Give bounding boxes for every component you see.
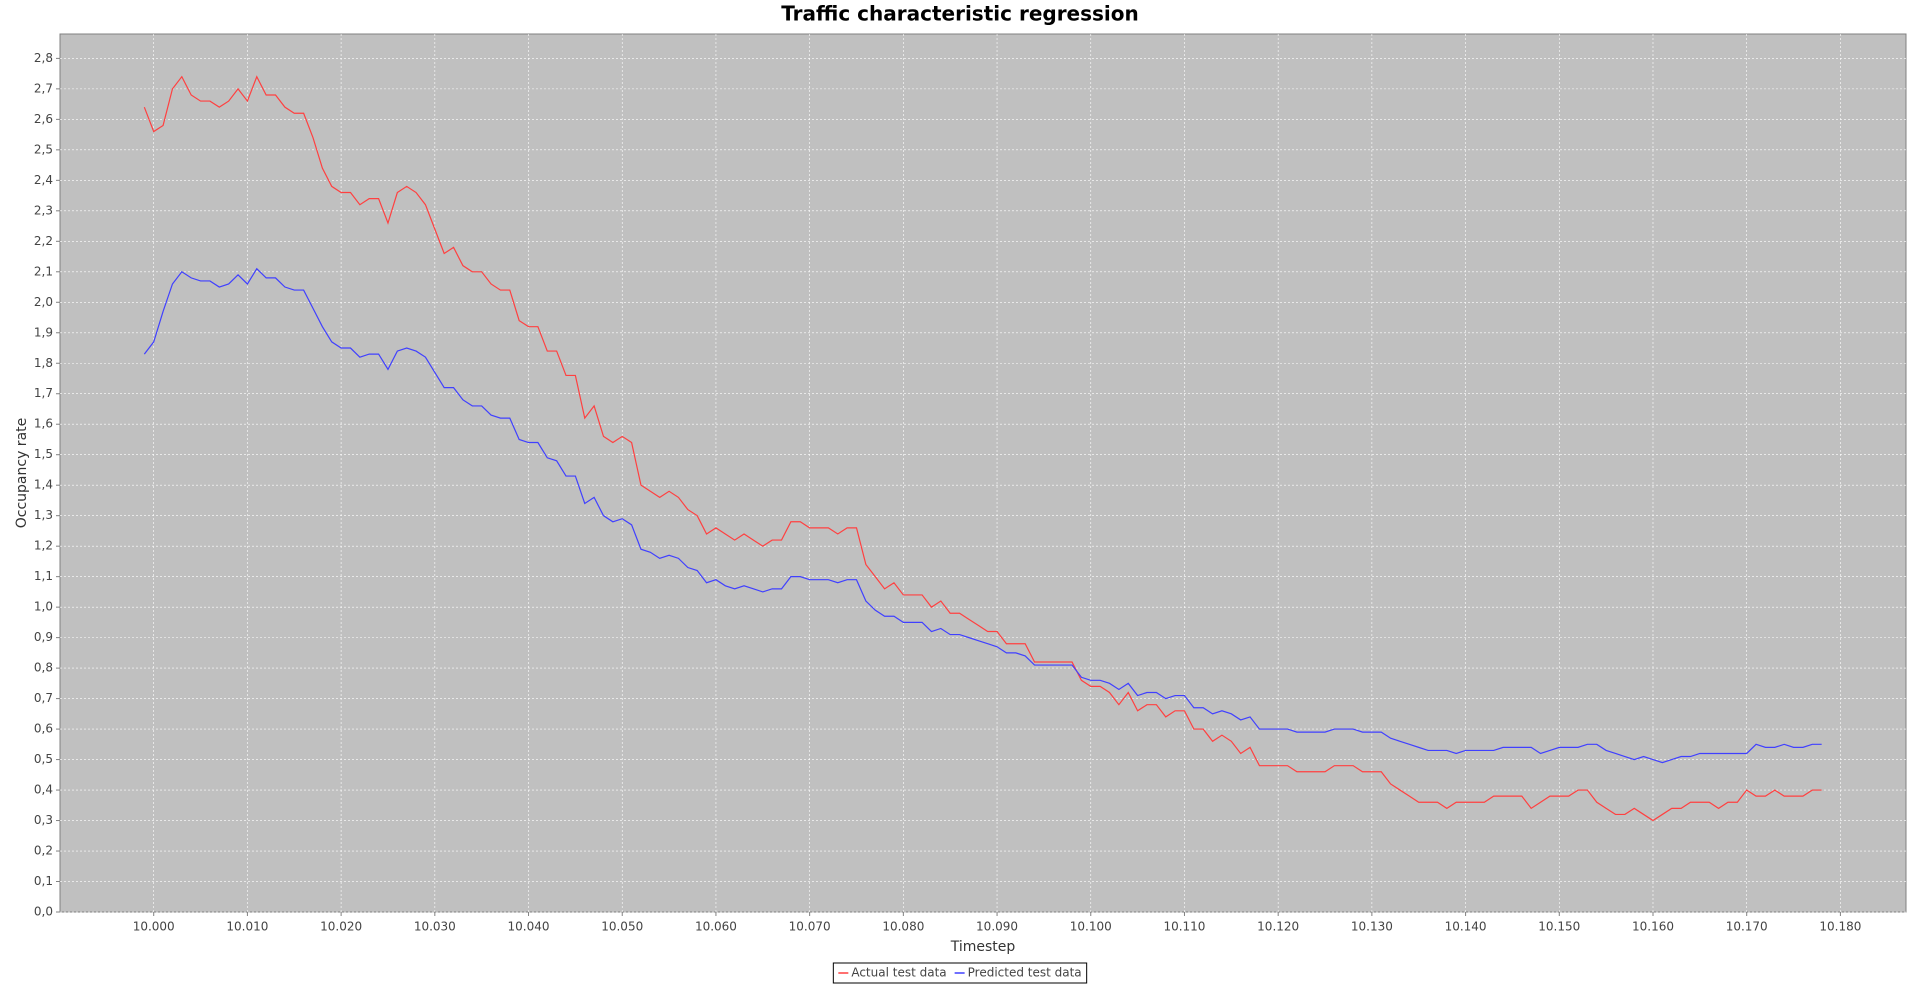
y-tick-label: 2,8 [34,51,53,65]
x-tick-label: 10.120 [1257,920,1299,934]
x-tick-label: 10.100 [1070,920,1112,934]
y-tick-label: 0,1 [34,874,53,888]
legend-item: Actual test data [838,966,947,980]
y-tick-label: 0,8 [34,661,53,675]
plot-area [59,33,1907,913]
y-axis-label: Occupancy rate [14,418,30,529]
y-tick-label: 1,1 [34,569,53,583]
x-tick-label: 10.020 [320,920,362,934]
y-tick-label: 0,6 [34,722,53,736]
x-tick-label: 10.150 [1538,920,1580,934]
y-tick-label: 0,4 [34,783,53,797]
x-tick-label: 10.090 [976,920,1018,934]
x-axis-label: Timestep [950,939,1016,955]
x-tick-label: 10.170 [1726,920,1768,934]
y-tick-label: 0,3 [34,813,53,827]
y-tick-label: 1,5 [34,447,53,461]
legend-item: Predicted test data [954,966,1082,980]
y-tick-label: 1,9 [34,325,53,339]
y-tick-label: 1,4 [34,478,53,492]
y-tick-label: 1,0 [34,600,53,614]
y-tick-label: 2,3 [34,203,53,217]
y-tick-label: 2,4 [34,173,53,187]
x-tick-label: 10.160 [1632,920,1674,934]
y-tick-label: 2,1 [34,264,53,278]
y-tick-label: 1,2 [34,539,53,553]
legend-label: Predicted test data [968,966,1082,980]
y-tick-label: 2,5 [34,142,53,156]
x-tick-label: 10.030 [414,920,456,934]
x-tick-label: 10.080 [882,920,924,934]
y-tick-label: 0,2 [34,844,53,858]
y-tick-label: 1,8 [34,356,53,370]
data-line [143,267,1822,764]
y-tick-label: 0,7 [34,691,53,705]
chart-title: Traffic characteristic regression [781,2,1139,26]
y-tick-label: 2,2 [34,234,53,248]
x-tick-label: 10.130 [1351,920,1393,934]
x-tick-label: 10.010 [226,920,268,934]
y-tick-label: 1,7 [34,386,53,400]
x-tick-label: 10.000 [133,920,175,934]
x-tick-label: 10.060 [695,920,737,934]
y-tick-label: 0,0 [34,905,53,919]
x-tick-label: 10.140 [1445,920,1487,934]
x-tick-label: 10.050 [601,920,643,934]
y-tick-label: 0,5 [34,752,53,766]
x-tick-label: 10.180 [1819,920,1861,934]
y-tick-label: 2,7 [34,81,53,95]
x-tick-label: 10.070 [789,920,831,934]
x-tick-label: 10.110 [1163,920,1205,934]
y-tick-label: 1,6 [34,417,53,431]
x-tick-label: 10.040 [508,920,550,934]
y-tick-label: 0,9 [34,630,53,644]
y-tick-label: 2,6 [34,112,53,126]
legend: Actual test data Predicted test data [832,962,1088,984]
legend-label: Actual test data [851,966,946,980]
y-tick-label: 1,3 [34,508,53,522]
y-tick-label: 2,0 [34,295,53,309]
data-line [143,75,1822,822]
